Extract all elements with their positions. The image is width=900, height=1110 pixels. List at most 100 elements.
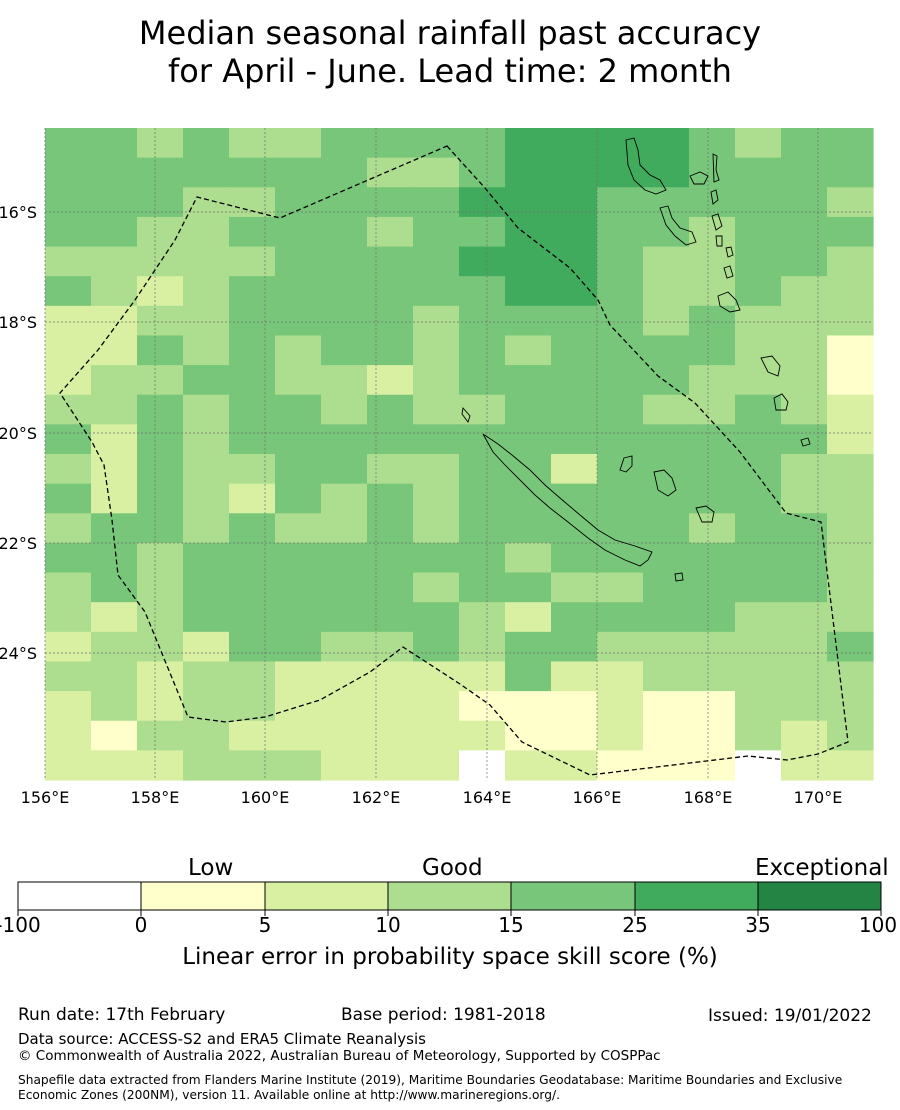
skill-cell: [689, 335, 736, 366]
skill-cell: [321, 157, 368, 188]
colorbar-tick: 5: [258, 913, 272, 937]
island-outline: [717, 291, 741, 313]
skill-cell: [367, 750, 414, 781]
skill-cell: [689, 750, 736, 781]
skill-cell: [413, 750, 460, 781]
skill-cell: [827, 305, 874, 337]
skill-cell: [45, 157, 92, 188]
skill-cell: [413, 483, 460, 514]
skill-cell: [551, 246, 598, 277]
skill-cell: [735, 365, 782, 396]
skill-cell: [183, 720, 230, 751]
skill-cell: [367, 157, 414, 188]
colorbar-tick: 15: [498, 913, 524, 937]
skill-cell: [321, 187, 368, 218]
skill-cell: [137, 187, 184, 218]
skill-cell: [413, 216, 460, 248]
skill-cell: [689, 602, 736, 633]
skill-cell: [735, 157, 782, 188]
skill-cell: [689, 128, 736, 159]
skill-cell: [597, 305, 644, 337]
skill-cell: [551, 542, 598, 574]
skill-cell: [597, 246, 644, 277]
skill-cell: [275, 720, 322, 751]
skill-cell: [781, 128, 828, 159]
island-outline: [723, 265, 734, 279]
longitude-label: 168°E: [684, 788, 733, 807]
skill-cell: [137, 305, 184, 337]
skill-cell: [91, 128, 138, 159]
skill-cell: [827, 157, 874, 188]
skill-cell: [735, 513, 782, 544]
skill-cell: [367, 631, 414, 663]
longitude-label: 158°E: [131, 788, 180, 807]
skill-cell: [735, 483, 782, 514]
skill-cell: [735, 187, 782, 218]
skill-cell: [643, 128, 690, 159]
skill-cell: [735, 128, 782, 159]
skill-cell: [413, 661, 460, 692]
skill-cell: [91, 602, 138, 633]
map-title-line-1: Median seasonal rainfall past accuracy: [138, 14, 762, 52]
skill-cell: [275, 246, 322, 277]
skill-cell: [413, 128, 460, 159]
skill-cell: [643, 157, 690, 188]
skill-cell: [551, 631, 598, 663]
skill-cell: [735, 246, 782, 277]
skill-cell: [183, 454, 230, 485]
colorbar-swatch: [511, 882, 635, 910]
skill-cell: [413, 691, 460, 722]
island-outline: [659, 205, 697, 246]
skill-cell: [45, 631, 92, 663]
island-outline: [619, 455, 633, 473]
skill-cell: [229, 542, 276, 574]
longitude-label: 170°E: [794, 788, 843, 807]
skill-cell: [275, 128, 322, 159]
skill-cell: [91, 276, 138, 307]
skill-cell: [45, 483, 92, 514]
skill-cell: [137, 216, 184, 248]
skill-cell: [735, 454, 782, 485]
skill-cell: [91, 720, 138, 751]
skill-cell: [229, 631, 276, 663]
skill-cell: [735, 750, 782, 781]
skill-cell: [459, 602, 506, 633]
skill-cell: [413, 394, 460, 425]
skill-cell: [91, 542, 138, 574]
skill-cell: [597, 394, 644, 425]
skill-cell: [735, 305, 782, 337]
colorbar-tick: 10: [375, 913, 401, 937]
skill-cell: [183, 513, 230, 544]
island-outline: [715, 235, 723, 247]
skill-cell: [643, 483, 690, 514]
skill-cell: [827, 572, 874, 603]
skill-cell: [91, 157, 138, 188]
skill-cell: [183, 631, 230, 663]
longitude-label: 156°E: [21, 788, 70, 807]
skill-cell: [321, 542, 368, 574]
skill-cell: [367, 305, 414, 337]
skill-cell: [275, 276, 322, 307]
skill-cell: [229, 513, 276, 544]
skill-cell: [643, 542, 690, 574]
skill-cell: [551, 276, 598, 307]
skill-cell: [781, 157, 828, 188]
coastlines: [461, 137, 811, 582]
island-outline: [695, 505, 715, 523]
skill-cell: [45, 691, 92, 722]
skill-cell: [137, 424, 184, 455]
skill-cell: [229, 246, 276, 277]
skill-cell: [183, 157, 230, 188]
skill-cell: [643, 394, 690, 425]
skill-cell: [643, 661, 690, 692]
skill-cell: [597, 157, 644, 188]
latitude-label: 16°S: [0, 203, 37, 222]
skill-cell: [321, 335, 368, 366]
skill-cell: [505, 661, 552, 692]
skill-cell: [689, 483, 736, 514]
skill-cell: [413, 631, 460, 663]
skill-cell: [643, 454, 690, 485]
skill-cell: [505, 631, 552, 663]
skill-cell: [367, 187, 414, 218]
skill-cell: [827, 454, 874, 485]
